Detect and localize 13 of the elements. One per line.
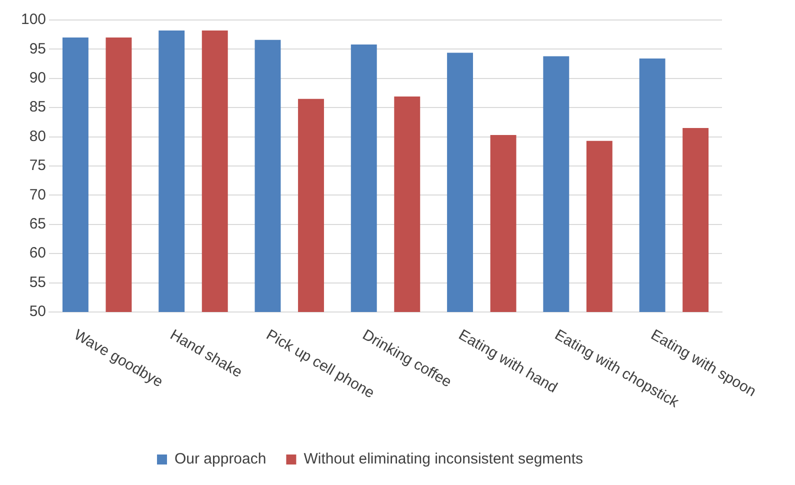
legend-label: Without eliminating inconsistent segments xyxy=(304,450,584,468)
legend-label: Our approach xyxy=(174,450,266,468)
y-tick-label: 90 xyxy=(29,70,46,87)
y-tick-label: 50 xyxy=(29,303,46,320)
y-tick-label: 75 xyxy=(29,157,46,174)
y-tick-label: 85 xyxy=(29,98,46,116)
y-tick-label: 70 xyxy=(29,186,46,204)
y-tick-label: 95 xyxy=(29,40,46,58)
y-tick-label: 55 xyxy=(29,274,46,291)
y-tick-label: 80 xyxy=(29,128,46,145)
y-tick-label: 100 xyxy=(20,11,46,28)
y-tick-label: 65 xyxy=(29,216,46,233)
y-tick-label: 60 xyxy=(29,244,46,262)
